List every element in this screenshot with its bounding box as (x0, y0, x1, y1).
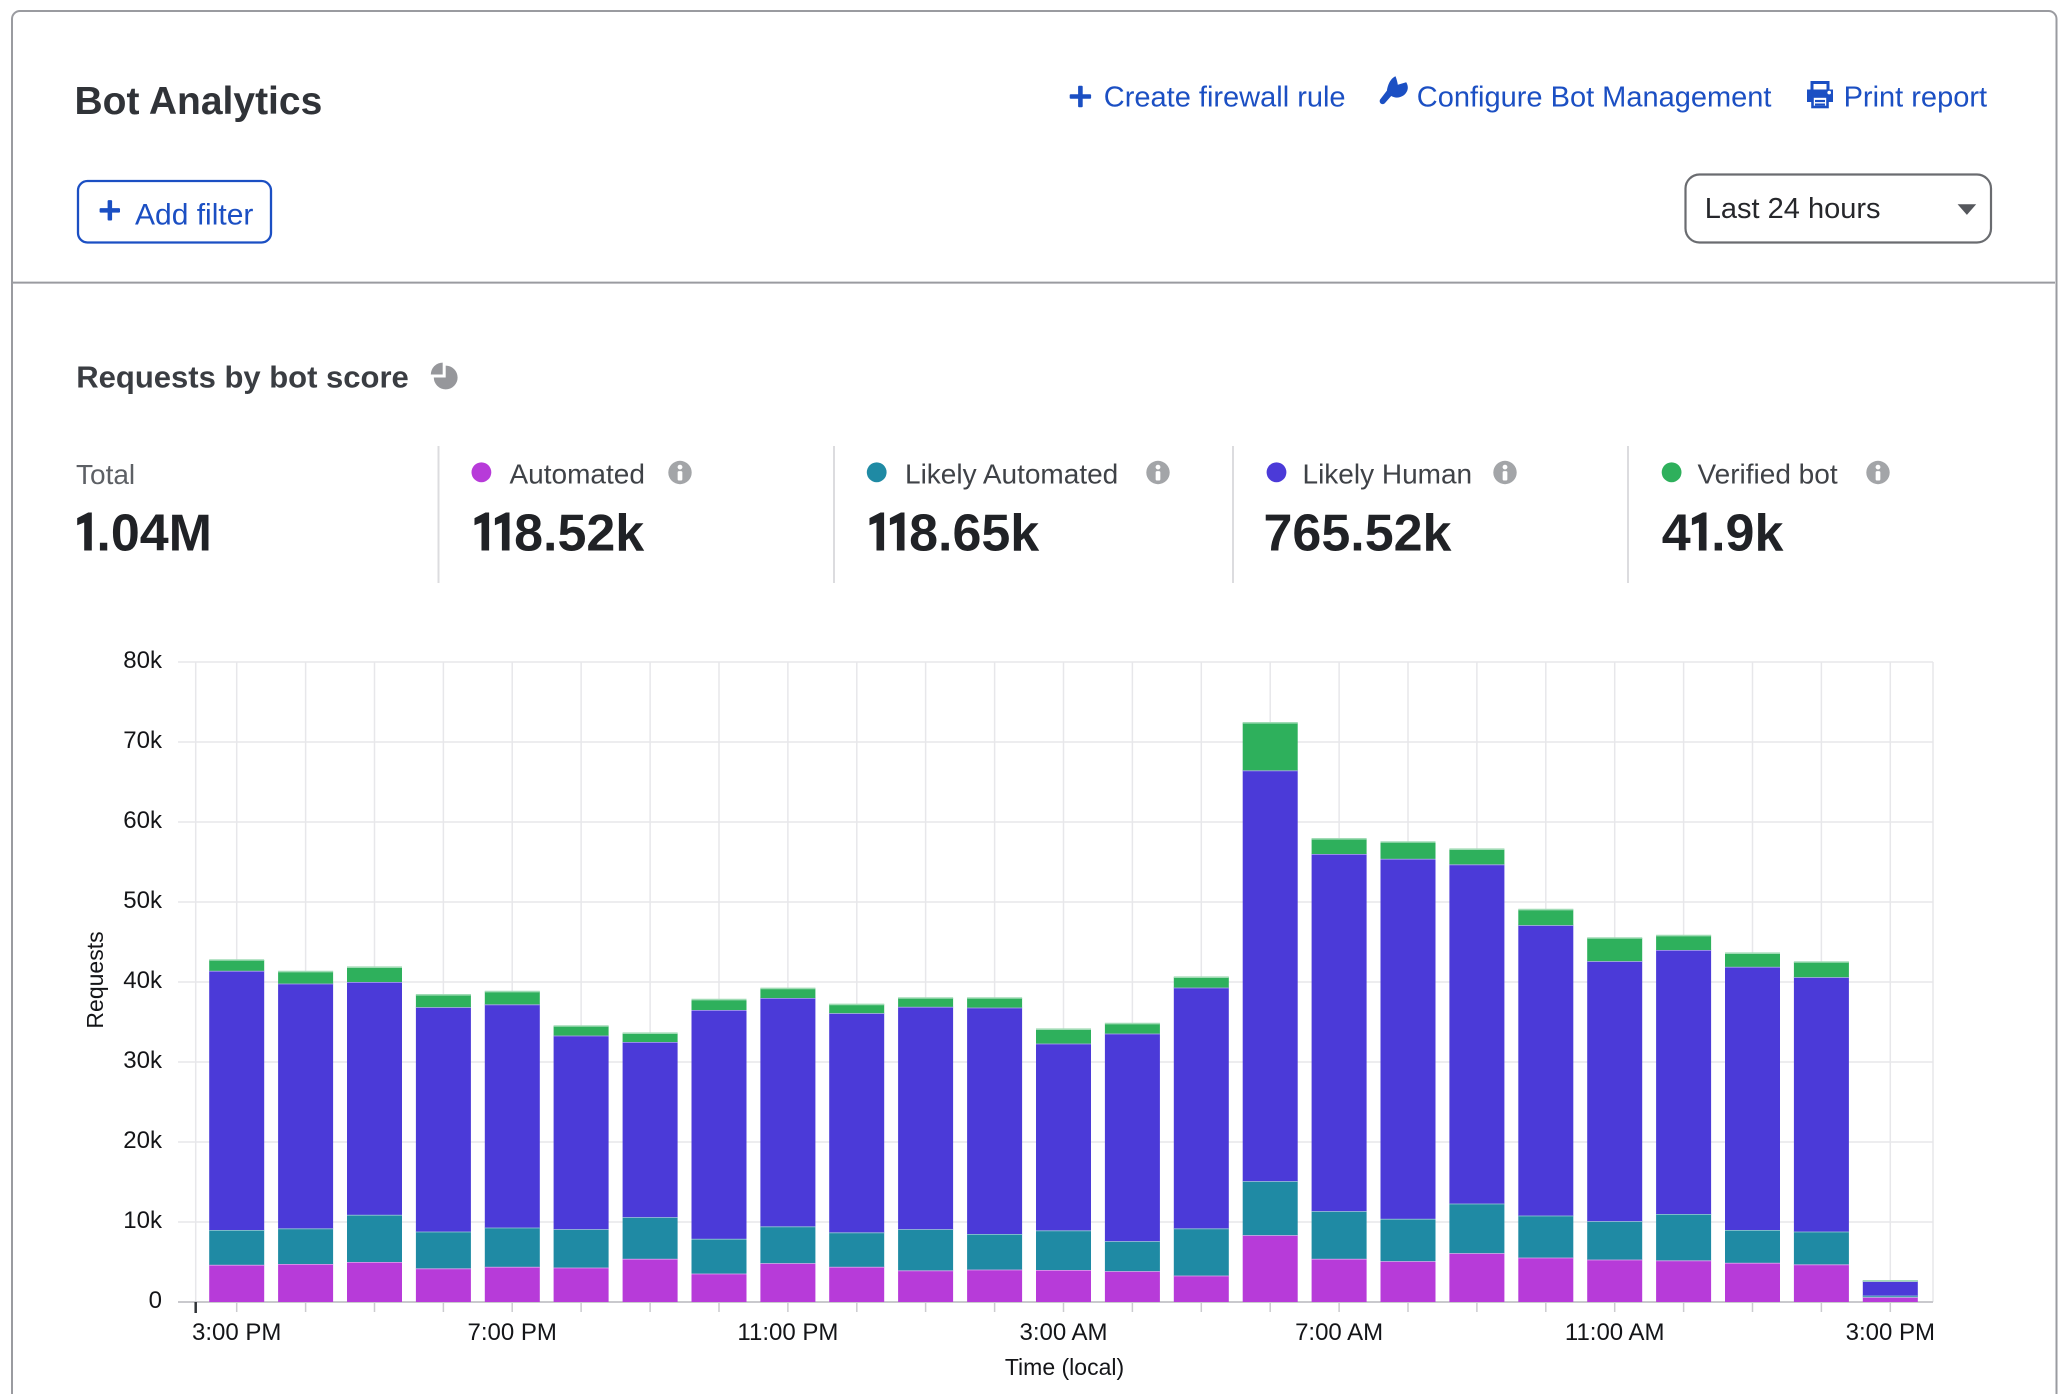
svg-text:Requests: Requests (82, 931, 108, 1028)
svg-text:7:00 PM: 7:00 PM (468, 1319, 557, 1346)
svg-text:.04M: .04M (96, 505, 212, 563)
svg-text:Total: Total (76, 459, 135, 490)
svg-text:Bot Analytics: Bot Analytics (75, 80, 323, 123)
svg-text:3:00 PM: 3:00 PM (192, 1319, 281, 1346)
svg-text:3:00 PM: 3:00 PM (1846, 1319, 1935, 1346)
svg-text:Configure Bot Management: Configure Bot Management (1417, 82, 1772, 114)
svg-text:11:00 PM: 11:00 PM (737, 1319, 838, 1346)
svg-text:Likely Automated: Likely Automated (905, 459, 1118, 490)
svg-text:Time (local): Time (local) (1005, 1354, 1124, 1380)
svg-text:3:00 AM: 3:00 AM (1019, 1319, 1107, 1346)
svg-text:11:00 AM: 11:00 AM (1565, 1319, 1665, 1346)
svg-text:40k: 40k (123, 967, 163, 994)
svg-text:8.52k: 8.52k (514, 505, 644, 563)
svg-text:30k: 30k (123, 1047, 163, 1074)
svg-text:Create firewall rule: Create firewall rule (1104, 82, 1346, 114)
svg-text:Automated: Automated (510, 459, 645, 490)
svg-text:Requests by bot score: Requests by bot score (76, 360, 408, 395)
svg-text:10k: 10k (123, 1207, 163, 1234)
svg-text:8.65k: 8.65k (909, 505, 1039, 563)
svg-text:0: 0 (149, 1287, 162, 1314)
svg-text:Print report: Print report (1844, 82, 1987, 114)
svg-text:50k: 50k (123, 887, 163, 914)
svg-text:70k: 70k (123, 727, 163, 754)
svg-text:Verified bot: Verified bot (1698, 459, 1838, 490)
svg-text:4: 4 (1662, 505, 1691, 563)
svg-text:7:00 AM: 7:00 AM (1295, 1319, 1383, 1346)
svg-text:20k: 20k (123, 1127, 163, 1154)
svg-text:765.52k: 765.52k (1264, 505, 1452, 563)
svg-text:80k: 80k (123, 647, 163, 674)
svg-text:Last 24 hours: Last 24 hours (1705, 193, 1881, 225)
svg-text:60k: 60k (123, 807, 163, 834)
svg-text:Add filter: Add filter (135, 199, 253, 232)
svg-text:.9k: .9k (1711, 505, 1783, 563)
svg-text:Likely Human: Likely Human (1303, 459, 1473, 490)
